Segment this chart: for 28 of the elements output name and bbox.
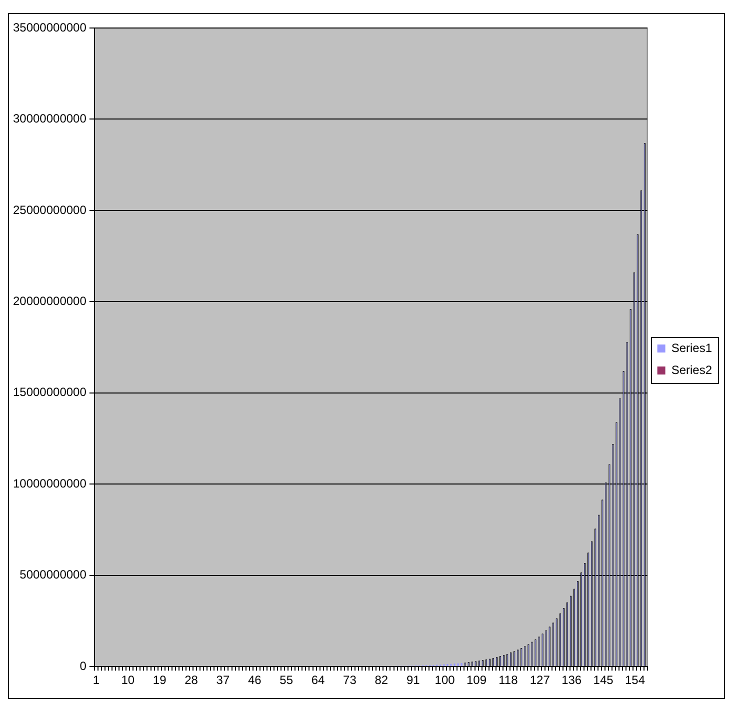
y-tick-label: 10000000000 [12, 476, 87, 490]
y-tick-label: 20000000000 [12, 294, 87, 308]
x-tick-label: 145 [593, 673, 614, 688]
x-tick-label: 100 [434, 673, 456, 688]
x-tick-label: 109 [466, 673, 487, 688]
y-tick-label: 0 [80, 658, 87, 673]
y-tick-label: 30000000000 [12, 112, 87, 126]
y-tick-label: 5000000000 [20, 568, 87, 582]
y-tick-label: 25000000000 [12, 202, 87, 217]
x-tick-label: 28 [184, 673, 198, 688]
x-tick-label: 91 [406, 673, 420, 688]
y-tick-label: 15000000000 [12, 385, 87, 400]
x-tick-label: 136 [562, 673, 582, 688]
legend-label: Series1 [671, 340, 712, 355]
x-tick-label: 1 [92, 673, 100, 688]
x-tick-label: 154 [624, 673, 646, 688]
legend-label: Series2 [671, 362, 712, 377]
x-tick-label: 55 [280, 673, 294, 688]
x-tick-label: 73 [343, 673, 357, 688]
x-tick-label: 46 [248, 673, 262, 688]
x-tick-label: 64 [311, 673, 326, 688]
x-tick-label: 118 [498, 673, 518, 688]
x-tick-label: 37 [216, 673, 230, 688]
x-tick-label: 127 [530, 673, 550, 688]
x-tick-label: 19 [152, 673, 167, 688]
x-tick-label: 10 [121, 673, 135, 688]
x-tick-label: 82 [374, 673, 388, 688]
y-tick-label: 35000000000 [12, 20, 87, 34]
